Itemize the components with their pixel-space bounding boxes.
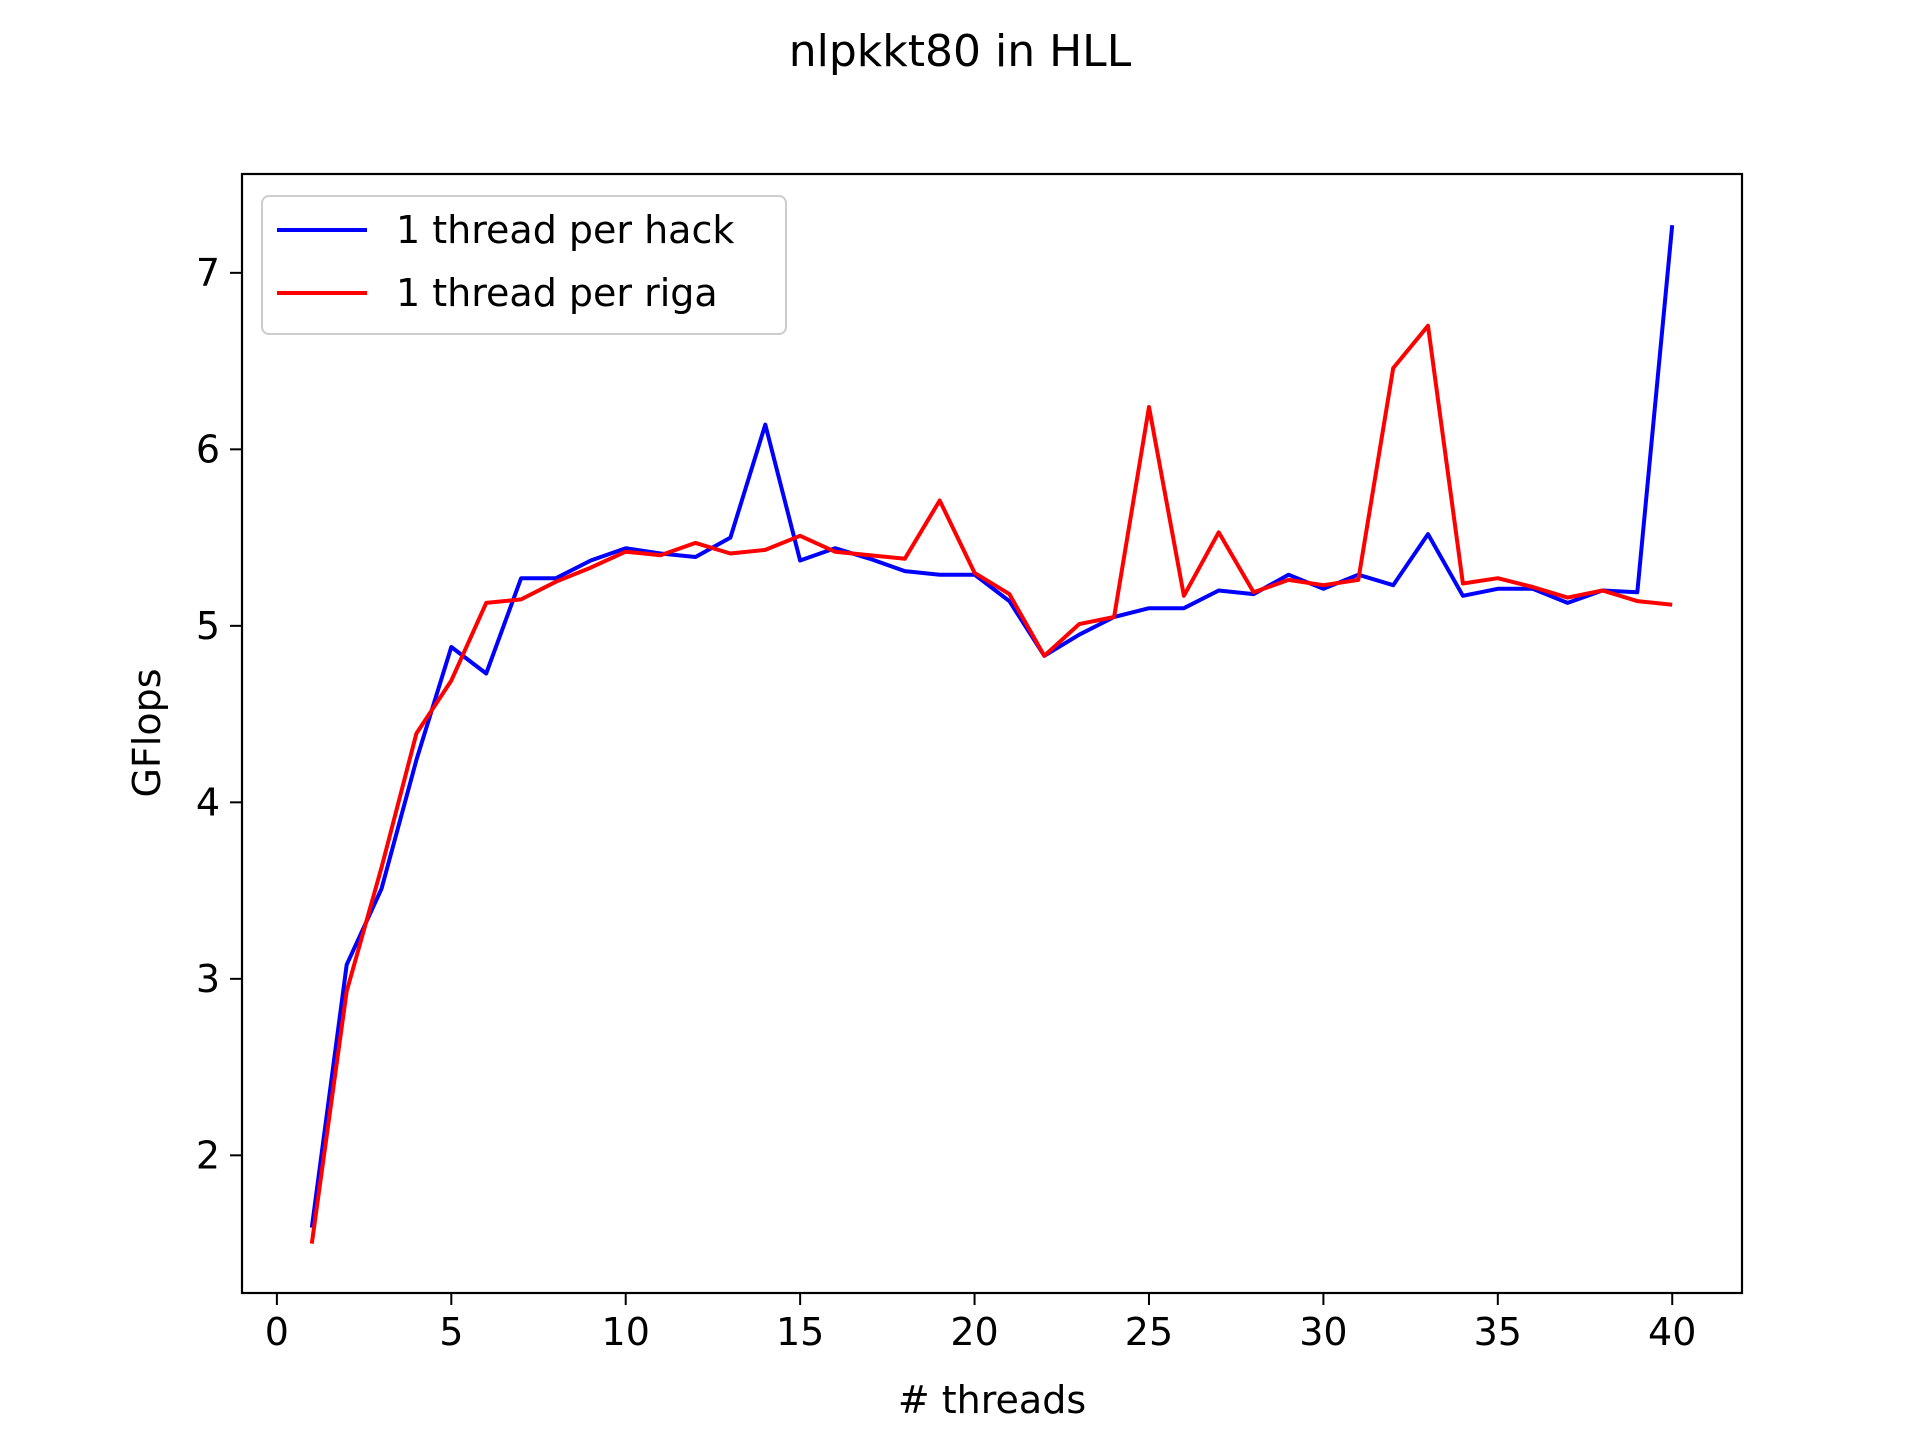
x-axis: 0 5 10 15 20 25 30 35 40: [265, 1293, 1696, 1354]
y-tick-label: 5: [196, 604, 220, 648]
axes-frame: [240, 172, 1744, 1295]
x-tick-label: 10: [602, 1310, 650, 1354]
chart-title: nlpkkt80 in HLL: [789, 26, 1132, 77]
x-tick-label: 15: [776, 1310, 824, 1354]
y-tick-label: 6: [196, 427, 220, 471]
legend-label-riga: 1 thread per riga: [396, 271, 718, 315]
y-tick-label: 2: [196, 1133, 220, 1177]
x-tick-label: 40: [1648, 1310, 1696, 1354]
x-tick-label: 20: [950, 1310, 998, 1354]
y-tick-label: 3: [196, 957, 220, 1001]
series-line-riga: [309, 323, 1673, 1244]
series-line-hack: [309, 225, 1675, 1228]
legend-label-hack: 1 thread per hack: [396, 208, 734, 252]
x-axis-label: # threads: [898, 1378, 1086, 1422]
y-tick-label: 7: [196, 251, 220, 295]
y-axis-label: GFlops: [125, 668, 169, 797]
x-tick-label: 30: [1299, 1310, 1347, 1354]
y-axis: 2 3 4 5 6 7: [196, 251, 242, 1177]
y-tick-label: 4: [196, 780, 220, 824]
legend: 1 thread per hack 1 thread per riga: [261, 195, 787, 335]
x-tick-label: 25: [1125, 1310, 1173, 1354]
x-tick-label: 0: [265, 1310, 289, 1354]
x-tick-label: 5: [439, 1310, 463, 1354]
x-tick-label: 35: [1474, 1310, 1522, 1354]
series-layer: [309, 225, 1675, 1244]
legend-box: [261, 195, 787, 335]
